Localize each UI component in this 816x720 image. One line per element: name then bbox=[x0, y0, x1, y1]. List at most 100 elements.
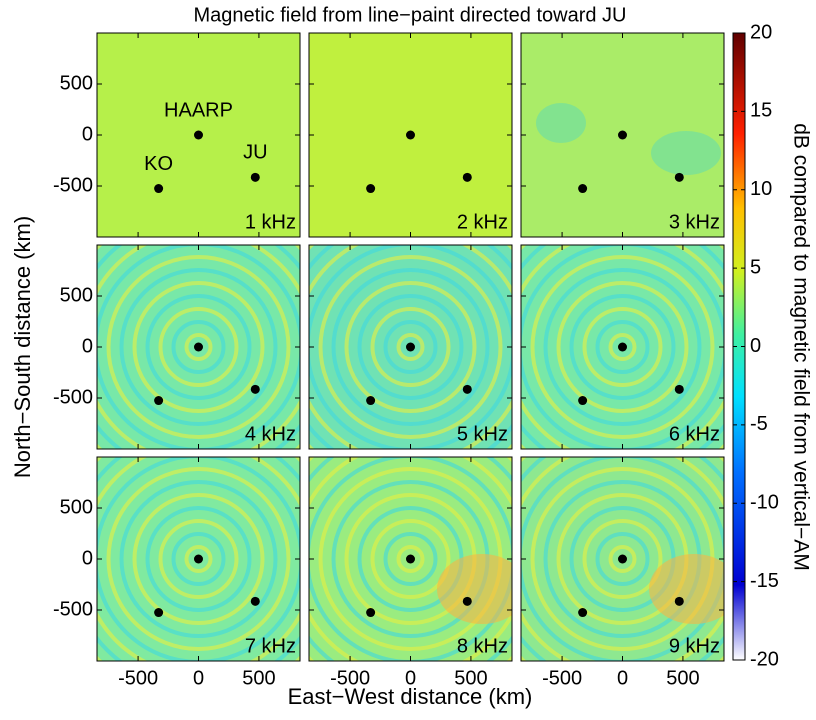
colorbar-tick-label: 20 bbox=[750, 21, 772, 43]
field-ring bbox=[383, 320, 438, 374]
field-ring bbox=[569, 294, 676, 400]
panel bbox=[309, 245, 512, 449]
field-ring bbox=[158, 307, 239, 387]
station-dot bbox=[618, 554, 627, 564]
field-ring bbox=[543, 268, 702, 426]
field-ring bbox=[184, 545, 213, 573]
station-dot bbox=[674, 384, 684, 394]
field-ring bbox=[158, 519, 239, 599]
station-dot bbox=[194, 342, 203, 352]
panel-label: 8 kHz bbox=[457, 635, 508, 657]
station-label: KO bbox=[144, 153, 173, 175]
x-tick-label: -500 bbox=[330, 667, 370, 689]
field-lobe bbox=[651, 131, 721, 175]
field-ring bbox=[595, 532, 650, 586]
station-dot bbox=[578, 608, 588, 618]
field-ring bbox=[106, 255, 291, 439]
station-dot bbox=[366, 396, 376, 406]
y-tick-label: 0 bbox=[82, 335, 93, 357]
station-dot bbox=[406, 130, 415, 140]
station-dot bbox=[154, 184, 164, 194]
panel-label: 1 kHz bbox=[245, 211, 296, 233]
x-tick-label: 500 bbox=[666, 667, 699, 689]
colorbar-tick-label: -15 bbox=[750, 570, 779, 592]
field-ring bbox=[119, 268, 278, 426]
station-dot bbox=[462, 172, 472, 182]
station-dot bbox=[406, 554, 415, 564]
x-tick-label: 0 bbox=[405, 667, 416, 689]
field-ring bbox=[370, 307, 451, 387]
panel bbox=[521, 245, 724, 449]
field-ring bbox=[608, 545, 637, 573]
station-dot bbox=[618, 130, 627, 140]
field-lobe bbox=[437, 554, 512, 624]
panel-label: 9 kHz bbox=[669, 635, 720, 657]
station-dot bbox=[194, 554, 203, 564]
field-ring bbox=[145, 506, 252, 612]
x-tick-label: -500 bbox=[118, 667, 158, 689]
panel-label: 6 kHz bbox=[669, 423, 720, 445]
field-ring bbox=[331, 268, 490, 426]
panel-label: 7 kHz bbox=[245, 635, 296, 657]
station-dot bbox=[250, 596, 260, 606]
field-ring bbox=[344, 281, 477, 413]
x-tick-label: 500 bbox=[242, 667, 275, 689]
station-dot bbox=[154, 396, 164, 406]
field-lobe bbox=[649, 554, 724, 624]
station-dot bbox=[406, 342, 415, 352]
panel-label: 2 kHz bbox=[457, 211, 508, 233]
station-dot bbox=[674, 172, 684, 182]
field-ring bbox=[383, 532, 438, 586]
field-ring bbox=[184, 333, 213, 361]
station-dot bbox=[366, 608, 376, 618]
field-lobe bbox=[536, 103, 586, 143]
field-ring bbox=[171, 532, 226, 586]
panel-label: 4 kHz bbox=[245, 423, 296, 445]
panel-label: 3 kHz bbox=[669, 211, 720, 233]
colorbar-tick-label: 5 bbox=[750, 256, 761, 278]
field-ring bbox=[530, 255, 715, 439]
x-tick-label: 500 bbox=[454, 667, 487, 689]
y-tick-label: -500 bbox=[53, 174, 93, 196]
station-dot bbox=[462, 384, 472, 394]
station-dot bbox=[578, 396, 588, 406]
field-ring bbox=[396, 333, 425, 361]
colorbar-tick-label: 15 bbox=[750, 100, 772, 122]
field-ring bbox=[318, 255, 503, 439]
field-ring bbox=[396, 545, 425, 573]
station-dot bbox=[674, 596, 684, 606]
station-dot bbox=[462, 596, 472, 606]
station-dot bbox=[618, 342, 627, 352]
colorbar-tick-label: -10 bbox=[750, 492, 779, 514]
x-tick-label: 0 bbox=[193, 667, 204, 689]
colorbar-tick-label: -20 bbox=[750, 648, 779, 670]
station-dot bbox=[250, 172, 260, 182]
y-tick-label: 500 bbox=[60, 72, 93, 94]
field-ring bbox=[582, 307, 663, 387]
field-ring bbox=[132, 493, 265, 625]
colorbar-tick-label: 0 bbox=[750, 335, 761, 357]
field-ring bbox=[595, 320, 650, 374]
y-tick-label: -500 bbox=[53, 598, 93, 620]
colorbar-tick-label: 10 bbox=[750, 178, 772, 200]
station-dot bbox=[154, 608, 164, 618]
field-ring bbox=[608, 333, 637, 361]
colorbar-label: dB compared to magnetic field from verti… bbox=[789, 123, 812, 571]
y-tick-label: 0 bbox=[82, 123, 93, 145]
y-tick-label: -500 bbox=[53, 386, 93, 408]
field-ring bbox=[132, 281, 265, 413]
x-axis-label: East−West distance (km) bbox=[288, 684, 533, 709]
y-tick-label: 500 bbox=[60, 496, 93, 518]
chart-title: Magnetic field from line−paint directed … bbox=[194, 4, 627, 26]
station-dot bbox=[578, 184, 588, 194]
station-label: HAARP bbox=[164, 99, 233, 121]
x-tick-label: 0 bbox=[617, 667, 628, 689]
y-axis-label: North−South distance (km) bbox=[10, 216, 35, 478]
field-ring bbox=[106, 467, 291, 651]
station-dot bbox=[194, 130, 203, 140]
field-ring bbox=[119, 480, 278, 638]
station-label: JU bbox=[243, 142, 267, 164]
panel-label: 5 kHz bbox=[457, 423, 508, 445]
station-dot bbox=[250, 384, 260, 394]
